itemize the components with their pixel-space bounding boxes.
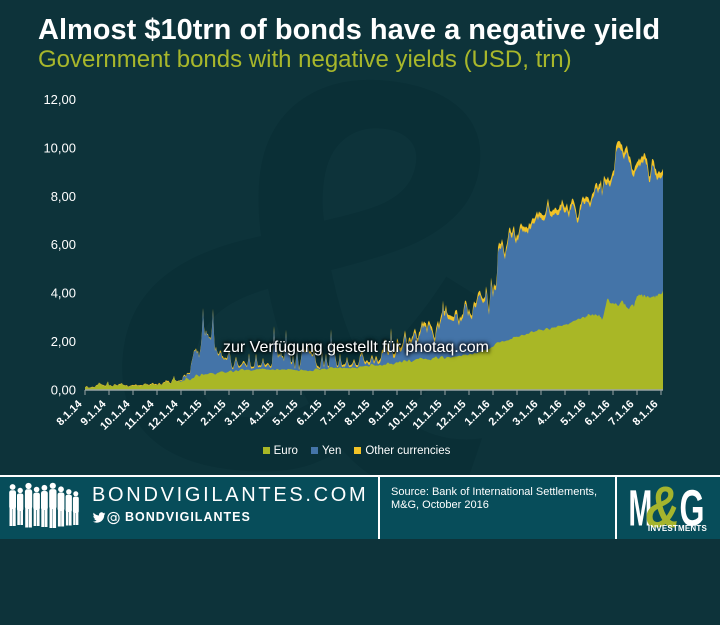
- svg-text:&: &: [646, 477, 680, 539]
- svg-text:2,00: 2,00: [51, 334, 76, 349]
- svg-text:8.1.14: 8.1.14: [55, 398, 86, 429]
- svg-text:M: M: [629, 480, 653, 537]
- svg-text:5.1.16: 5.1.16: [559, 398, 589, 428]
- svg-text:1.1.15: 1.1.15: [175, 398, 205, 428]
- svg-text:4.1.15: 4.1.15: [247, 398, 277, 428]
- svg-text:10,00: 10,00: [43, 140, 76, 155]
- svg-text:G: G: [680, 480, 705, 537]
- svg-text:3.1.15: 3.1.15: [223, 398, 253, 428]
- svg-text:0,00: 0,00: [51, 383, 76, 398]
- svg-text:4,00: 4,00: [51, 286, 76, 301]
- svg-text:4.1.16: 4.1.16: [535, 398, 565, 428]
- svg-text:8.1.16: 8.1.16: [631, 398, 661, 428]
- svg-text:2.1.15: 2.1.15: [199, 398, 229, 428]
- svg-text:7.1.16: 7.1.16: [607, 398, 637, 428]
- svg-text:12,00: 12,00: [43, 92, 76, 107]
- svg-text:6,00: 6,00: [51, 237, 76, 252]
- svg-text:7.1.15: 7.1.15: [319, 398, 349, 428]
- svg-text:INVESTMENTS: INVESTMENTS: [648, 524, 708, 533]
- svg-text:8,00: 8,00: [51, 189, 76, 204]
- svg-text:1.1.16: 1.1.16: [463, 398, 493, 428]
- svg-text:2.1.16: 2.1.16: [487, 398, 517, 428]
- svg-text:3.1.16: 3.1.16: [511, 398, 541, 428]
- svg-text:5.1.15: 5.1.15: [271, 398, 301, 428]
- svg-text:8.1.15: 8.1.15: [343, 398, 373, 428]
- svg-text:6.1.15: 6.1.15: [295, 398, 325, 428]
- svg-text:6.1.16: 6.1.16: [583, 398, 613, 428]
